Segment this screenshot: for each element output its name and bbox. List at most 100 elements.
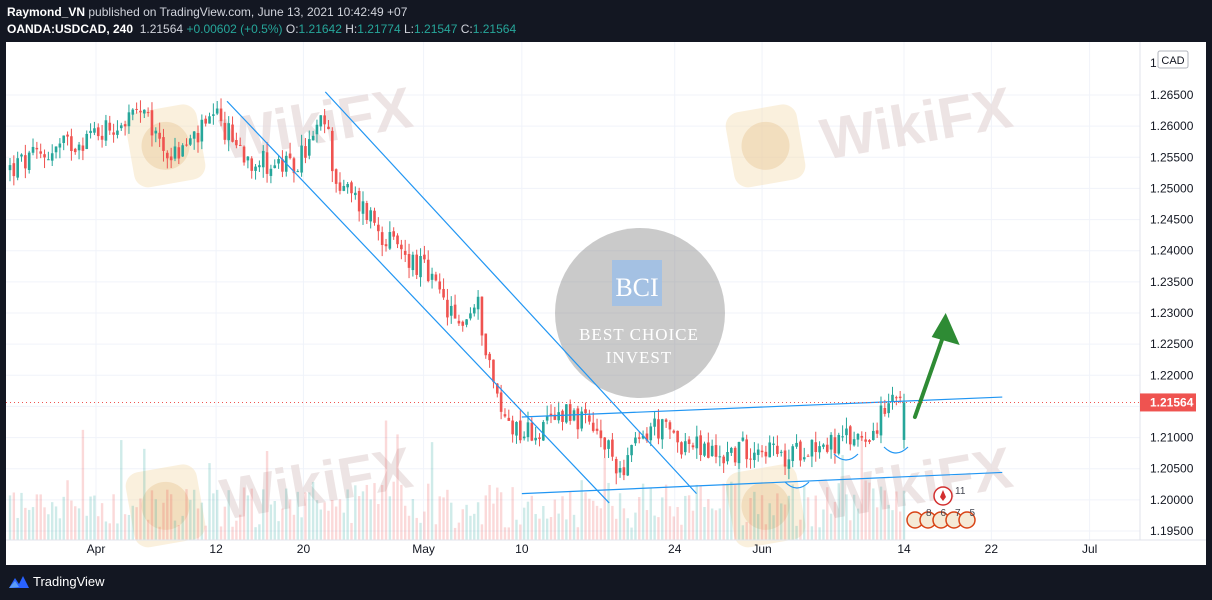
volume-bar bbox=[74, 506, 77, 540]
pattern-arc[interactable] bbox=[833, 453, 859, 461]
volume-bar bbox=[749, 497, 752, 540]
candle bbox=[154, 127, 158, 143]
time-tick-label: 14 bbox=[897, 542, 911, 556]
candle bbox=[507, 409, 511, 421]
candle bbox=[158, 122, 161, 148]
volume-bar bbox=[891, 510, 894, 540]
volume-bar bbox=[212, 493, 215, 540]
time-tick-label: 20 bbox=[297, 542, 311, 556]
drawings[interactable] bbox=[6, 91, 1140, 504]
volume-bar bbox=[85, 515, 88, 540]
candle bbox=[542, 420, 545, 441]
volume-bar bbox=[392, 481, 395, 540]
volume-bar bbox=[81, 429, 85, 540]
volume-bar bbox=[526, 501, 530, 540]
candle bbox=[100, 125, 104, 148]
candle bbox=[146, 107, 150, 117]
currency-badge[interactable]: CAD bbox=[1157, 50, 1189, 69]
candle bbox=[8, 158, 12, 182]
candle bbox=[691, 442, 695, 450]
descending-channel-upper-line[interactable] bbox=[324, 91, 697, 495]
price-tick-label: 1.26500 bbox=[1150, 88, 1194, 102]
volume-bar bbox=[530, 495, 534, 540]
price-tick-label: 1.25500 bbox=[1150, 150, 1194, 164]
us-event-count: 8 bbox=[926, 508, 932, 519]
candle bbox=[223, 111, 227, 145]
candle bbox=[415, 249, 419, 280]
volume-bar bbox=[380, 485, 384, 540]
volume-bar bbox=[588, 498, 591, 540]
candle bbox=[93, 121, 96, 136]
candle bbox=[883, 399, 887, 417]
candle bbox=[357, 187, 361, 222]
volume-bar bbox=[787, 495, 791, 540]
volume-bar bbox=[561, 496, 564, 540]
candle bbox=[588, 409, 591, 425]
candle bbox=[338, 172, 342, 195]
candle bbox=[342, 179, 346, 192]
volume-bar bbox=[695, 484, 699, 540]
author-name[interactable]: Raymond_VN bbox=[7, 5, 86, 19]
candle bbox=[16, 151, 19, 181]
volume-bar bbox=[726, 484, 729, 540]
candle bbox=[373, 207, 376, 226]
publish-info: Raymond_VN published on TradingView.com,… bbox=[7, 5, 407, 19]
range-lower-line[interactable] bbox=[521, 471, 1003, 495]
volume-bar bbox=[756, 514, 760, 540]
volume-bar bbox=[97, 516, 100, 540]
volume-bar bbox=[795, 525, 798, 540]
price-scale[interactable]: 1.195001.200001.205001.210001.215001.220… bbox=[1139, 42, 1196, 540]
descending-channel-lower-line[interactable] bbox=[226, 100, 610, 504]
tradingview-logo-icon[interactable] bbox=[8, 574, 30, 590]
volume-bar bbox=[565, 519, 568, 540]
candle bbox=[189, 134, 192, 146]
candle bbox=[749, 448, 752, 469]
volume-bar bbox=[254, 527, 257, 540]
candle bbox=[576, 405, 580, 439]
volume-bar bbox=[584, 492, 587, 540]
candle bbox=[311, 130, 315, 141]
candle bbox=[872, 422, 875, 441]
symbol-label[interactable]: OANDA:USDCAD, 240 bbox=[7, 22, 134, 36]
volume-bar bbox=[764, 524, 768, 540]
time-scale[interactable]: Apr 12 20 May 10 24 Jun 14 22 Jul bbox=[6, 539, 1206, 556]
volume-bar bbox=[833, 501, 837, 540]
volume-bar bbox=[733, 484, 737, 540]
candle bbox=[611, 433, 614, 461]
candle bbox=[212, 103, 215, 125]
candle bbox=[169, 147, 173, 169]
candle bbox=[879, 396, 883, 444]
canada-event-badge[interactable]: 11 bbox=[933, 486, 966, 506]
volume-bar bbox=[511, 487, 514, 540]
candle bbox=[492, 359, 495, 389]
pattern-arc[interactable] bbox=[883, 446, 909, 454]
candle bbox=[365, 200, 369, 224]
candle bbox=[350, 180, 353, 203]
bullish-arrow[interactable] bbox=[912, 313, 960, 420]
volume-bar bbox=[296, 491, 299, 540]
economic-events[interactable]: 11 8 6 7 5 bbox=[906, 486, 976, 529]
pattern-arc[interactable] bbox=[784, 481, 810, 489]
candle bbox=[380, 226, 384, 257]
volume-bar bbox=[47, 514, 50, 540]
volume-bar bbox=[576, 527, 580, 540]
volume-bar bbox=[515, 519, 518, 540]
candle bbox=[687, 436, 691, 453]
candle bbox=[139, 100, 142, 123]
candle bbox=[258, 160, 261, 172]
candle bbox=[77, 141, 81, 160]
candle bbox=[361, 191, 365, 225]
tradingview-brand[interactable]: TradingView bbox=[33, 574, 105, 589]
volume-bar bbox=[120, 440, 123, 540]
volume-bars bbox=[8, 420, 906, 540]
volume-bar bbox=[484, 495, 487, 540]
candle bbox=[227, 116, 231, 152]
candle bbox=[116, 120, 119, 139]
candle bbox=[162, 128, 165, 162]
volume-bar bbox=[169, 494, 173, 540]
volume-bar bbox=[219, 526, 223, 540]
volume-bar bbox=[300, 517, 303, 540]
volume-bar bbox=[308, 492, 311, 540]
